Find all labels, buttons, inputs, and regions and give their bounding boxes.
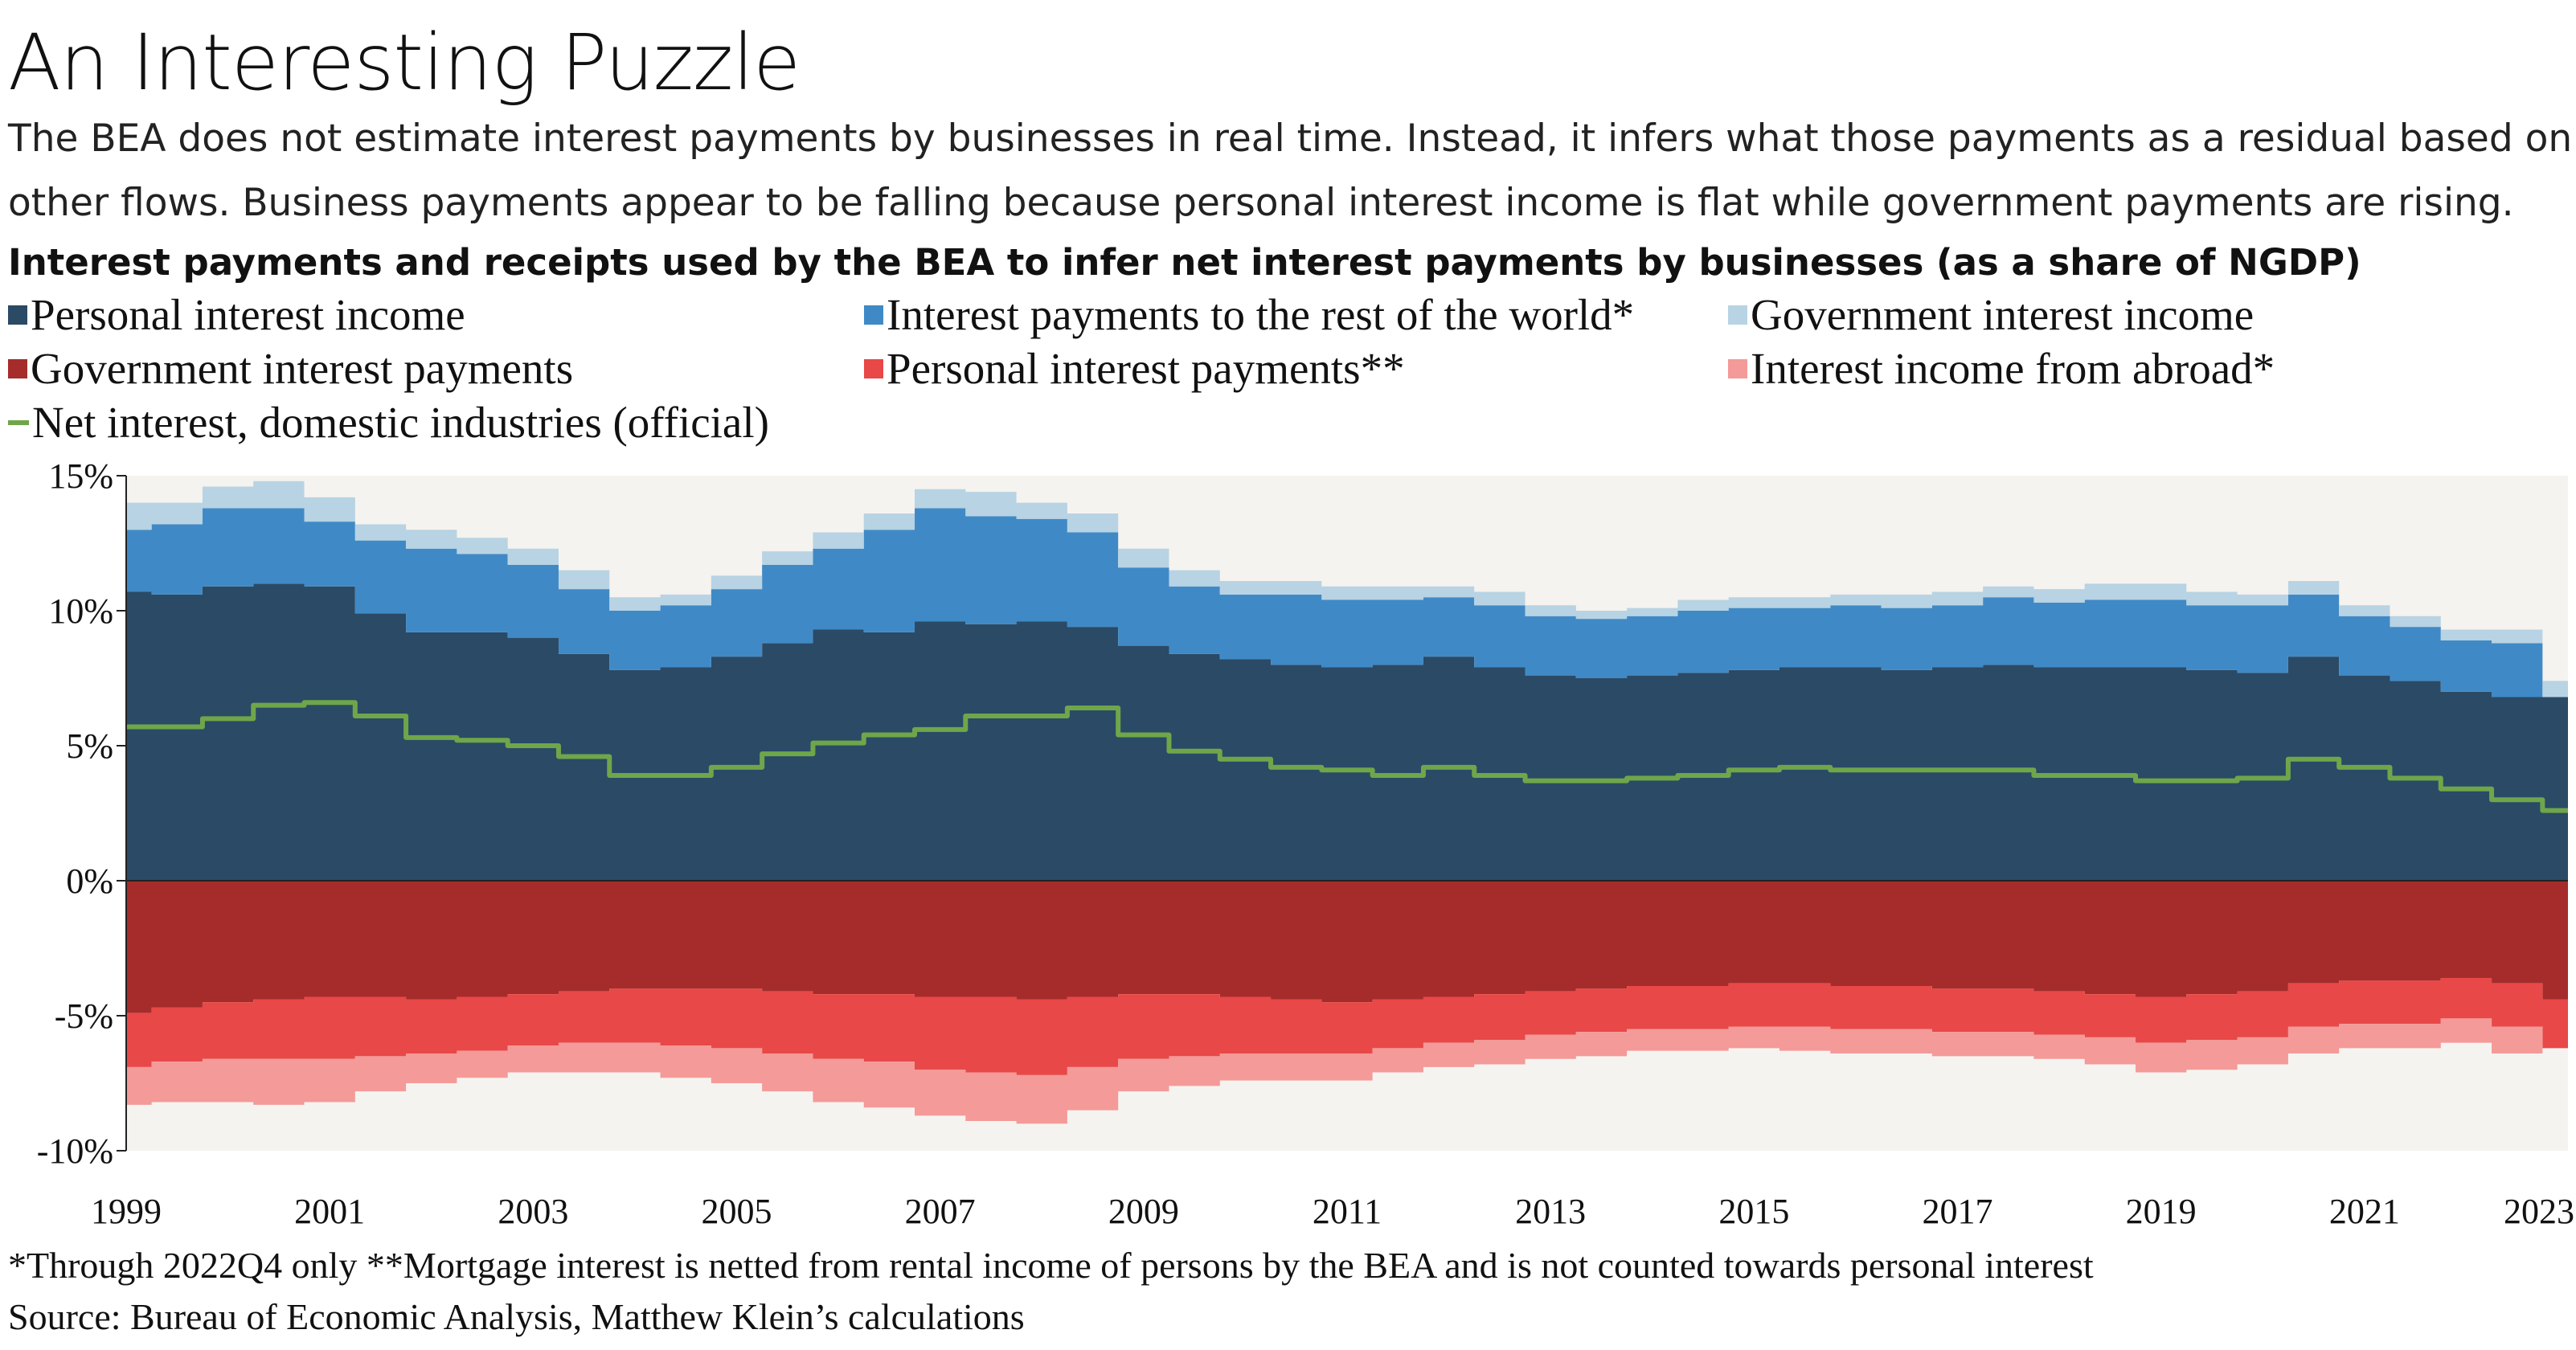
x-tick-label: 2013 (1515, 1192, 1586, 1231)
legend-swatch (8, 419, 29, 425)
area-interest-payments-to-the-rest-of-the-world (126, 508, 2568, 698)
legend-government-interest-income: Government interest income (1728, 289, 2254, 340)
y-tick-label: 0% (66, 861, 113, 901)
area-interest-income-from-abroad (126, 1018, 2568, 1124)
x-tick-label: 2009 (1108, 1192, 1179, 1231)
area-government-interest-income (126, 481, 2568, 698)
y-tick-label: 5% (66, 726, 113, 766)
legend-label: Government interest payments (31, 344, 574, 393)
y-tick-label: 15% (48, 456, 113, 496)
legend-label: Government interest income (1751, 290, 2255, 339)
y-tick-label: -5% (55, 996, 113, 1036)
page-title: An Interesting Puzzle (8, 18, 801, 108)
x-tick-label: 2005 (702, 1192, 772, 1231)
line-net-interest-domestic-industries (126, 700, 2568, 813)
x-tick-label: 1999 (91, 1192, 162, 1231)
subtitle-line-1: The BEA does not estimate interest payme… (8, 117, 2573, 161)
legend-personal-interest-income: Personal interest income (8, 289, 465, 340)
legend-interest-income-from-abroad: Interest income from abroad* (1728, 343, 2275, 394)
legend-swatch (1728, 305, 1747, 325)
legend-interest-payments-rest-of-world: Interest payments to the rest of the wor… (864, 289, 1634, 340)
area-personal-interest-income (126, 583, 2568, 881)
legend-label: Net interest, domestic industries (offic… (32, 398, 769, 447)
x-tick-label: 2023 (2504, 1192, 2574, 1231)
x-tick-label: 2007 (905, 1192, 976, 1231)
x-tick-label: 2019 (2126, 1192, 2197, 1231)
x-tick-label: 2011 (1313, 1192, 1382, 1231)
legend-swatch (8, 305, 27, 325)
area-government-interest-payments (126, 881, 2568, 1013)
source-note: Source: Bureau of Economic Analysis, Mat… (8, 1296, 1025, 1337)
x-tick-label: 2015 (1718, 1192, 1789, 1231)
x-tick-label: 2017 (1923, 1192, 1993, 1231)
legend-label: Personal interest income (31, 290, 465, 339)
legend-personal-interest-payments: Personal interest payments** (864, 343, 1405, 394)
x-tick-label: 2003 (498, 1192, 568, 1231)
legend-label: Interest payments to the rest of the wor… (887, 290, 1635, 339)
y-tick-label: -10% (37, 1131, 113, 1171)
stacked-area-chart: -10% -5% 0% 5% 10% 15% 1999 2001 2003 2005 2007 200… (37, 456, 2574, 1231)
area-personal-interest-payments (126, 977, 2568, 1075)
legend-swatch (1728, 358, 1747, 378)
legend-swatch (8, 358, 27, 378)
legend-government-interest-payments: Government interest payments (8, 343, 573, 394)
legend-swatch (864, 305, 883, 325)
chart-title: Interest payments and receipts used by t… (8, 241, 2361, 284)
legend-swatch (864, 358, 883, 378)
y-tick-label: 10% (48, 591, 113, 631)
legend-net-interest-domestic-industries: Net interest, domestic industries (offic… (8, 397, 769, 448)
footnote: *Through 2022Q4 only **Mortgage interest… (8, 1245, 2094, 1286)
subtitle-line-2: other flows. Business payments appear to… (8, 181, 2514, 225)
legend-label: Interest income from abroad* (1751, 344, 2275, 393)
legend-label: Personal interest payments** (887, 344, 1405, 393)
x-tick-label: 2001 (294, 1192, 365, 1231)
x-tick-label: 2021 (2329, 1192, 2400, 1231)
